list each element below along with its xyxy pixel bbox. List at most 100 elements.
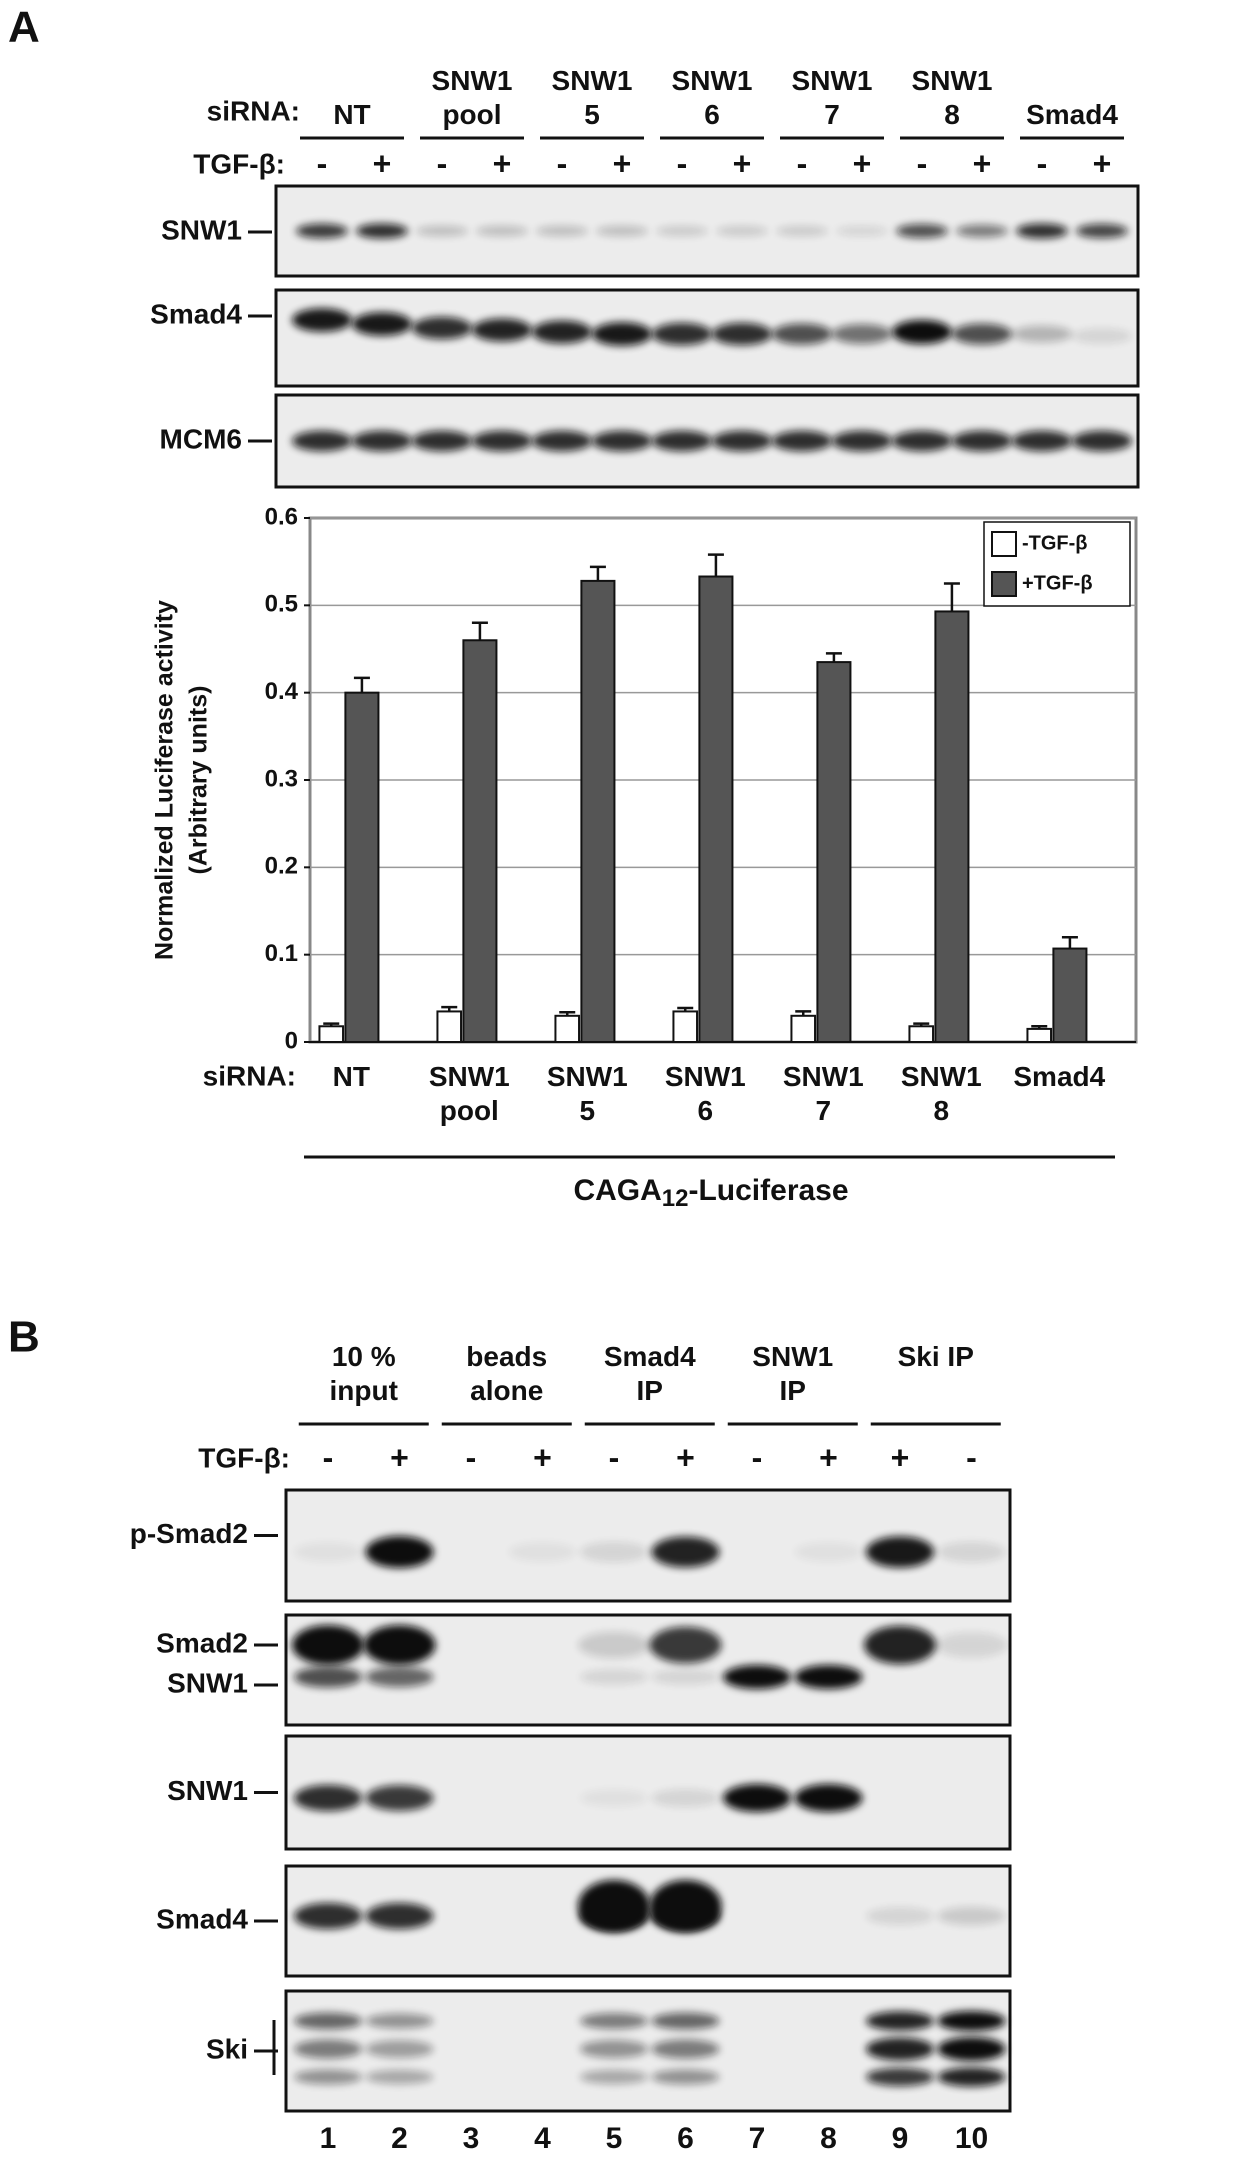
- reporter-label: CAGA12-Luciferase: [573, 1174, 848, 1212]
- treatment-sign: -: [437, 145, 448, 181]
- blot-label: SNW1: [161, 214, 242, 245]
- treatment-sign: -: [917, 145, 928, 181]
- group-label: SNW1 7: [791, 65, 873, 130]
- y-axis-label: (Arbitrary units): [185, 686, 213, 875]
- blot-band: [896, 223, 948, 239]
- blot-band: [651, 1536, 720, 1568]
- lane-number: 7: [749, 2122, 766, 2155]
- blot-band: [1012, 325, 1072, 343]
- lane-number: 3: [463, 2122, 480, 2155]
- bar: [554, 1014, 581, 1043]
- treatment-sign: -: [609, 1439, 620, 1475]
- group-label: Ski IP: [897, 1341, 974, 1372]
- x-tick-label: SNW1 6: [664, 1061, 746, 1126]
- blot-band: [772, 323, 832, 345]
- y-tick-label: 0.3: [265, 765, 298, 792]
- x-tick-label: SNW1 5: [546, 1061, 628, 1126]
- blot-label: p-Smad2: [130, 1518, 248, 1549]
- blot-band: [592, 322, 652, 346]
- group-label: SNW1 5: [551, 65, 633, 130]
- blot-band: [536, 225, 588, 237]
- blot-band: [794, 1542, 863, 1562]
- blot-band: [956, 224, 1008, 238]
- treatment-sign: -: [557, 145, 568, 181]
- blot-band: [794, 1665, 863, 1689]
- y-tick-label: 0.6: [265, 503, 298, 530]
- blot-band: [416, 225, 468, 237]
- treatment-sign: +: [533, 1439, 552, 1475]
- blot-band: [472, 318, 532, 342]
- bar: [1052, 947, 1088, 1044]
- blot-band: [365, 2040, 434, 2058]
- blot-band: [864, 1625, 936, 1665]
- blot-band: [365, 1536, 434, 1568]
- blot-band: [578, 1631, 650, 1659]
- group-label: 10 % input: [329, 1341, 398, 1406]
- blot-band: [365, 1902, 434, 1930]
- blot-band: [937, 2037, 1006, 2061]
- blot-band: [937, 2011, 1006, 2031]
- lane-number: 5: [606, 2122, 623, 2155]
- panel-label: B: [8, 1313, 40, 1362]
- lane-number: 8: [820, 2122, 837, 2155]
- legend-swatch: [991, 531, 1017, 557]
- reporter-sub: 12: [662, 1185, 689, 1212]
- blot-band: [794, 1784, 863, 1812]
- group-label: Smad4: [1026, 99, 1118, 130]
- blot-band: [294, 1902, 362, 1930]
- blot-band: [651, 2069, 720, 2085]
- blot-band: [294, 2039, 362, 2059]
- blot-band: [866, 2067, 934, 2087]
- y-tick-label: 0.4: [265, 678, 299, 705]
- lane-number: 9: [892, 2122, 909, 2155]
- sirna-label: siRNA:: [207, 95, 300, 126]
- blot-band: [412, 430, 472, 452]
- panel-label: A: [8, 3, 40, 52]
- treatment-sign: +: [819, 1439, 838, 1475]
- blot-label: MCM6: [160, 423, 242, 454]
- treatment-sign: -: [317, 145, 328, 181]
- blot-label: SNW1: [167, 1667, 248, 1698]
- bar: [908, 1025, 935, 1044]
- treatment-sign: +: [613, 145, 632, 181]
- lane-number: 6: [677, 2122, 694, 2155]
- blot-label: Ski: [206, 2033, 248, 2064]
- blot-band: [592, 430, 652, 452]
- blot-band: [651, 2012, 720, 2030]
- blot-band: [1012, 430, 1072, 452]
- bar: [934, 610, 970, 1043]
- blot-band: [651, 1669, 720, 1685]
- bar: [672, 1010, 699, 1044]
- blot-band: [532, 430, 592, 452]
- lane-number: 10: [955, 2122, 988, 2155]
- blot-band: [937, 1541, 1006, 1563]
- blot-band: [649, 1880, 722, 1932]
- legend-label: -TGF-β: [1022, 532, 1088, 554]
- blot-band: [836, 225, 888, 237]
- legend-swatch: [991, 571, 1017, 597]
- bar: [698, 575, 734, 1043]
- blot-band: [580, 2039, 648, 2059]
- bar: [436, 1010, 463, 1044]
- blot-band: [892, 320, 952, 344]
- blot-label: Smad4: [150, 298, 242, 329]
- treatment-sign: -: [1037, 145, 1048, 181]
- treatment-sign: -: [677, 145, 688, 181]
- blot-band: [365, 2013, 434, 2029]
- group-label: SNW1 8: [911, 65, 993, 130]
- y-tick-label: 0.2: [265, 853, 298, 880]
- reporter-rest: -Luciferase: [688, 1174, 848, 1207]
- blot-band: [652, 430, 712, 452]
- treatment-sign: -: [966, 1439, 977, 1475]
- blot-band: [532, 320, 592, 344]
- blot-band: [508, 1542, 577, 1562]
- blot-band: [832, 324, 892, 344]
- treatment-sign: -: [752, 1439, 763, 1475]
- bar: [462, 639, 498, 1043]
- blot-band: [1072, 430, 1132, 452]
- group-label: beads alone: [466, 1341, 548, 1406]
- blot-band: [365, 1666, 434, 1688]
- blot-band: [832, 430, 892, 452]
- lane-number: 4: [534, 2122, 551, 2155]
